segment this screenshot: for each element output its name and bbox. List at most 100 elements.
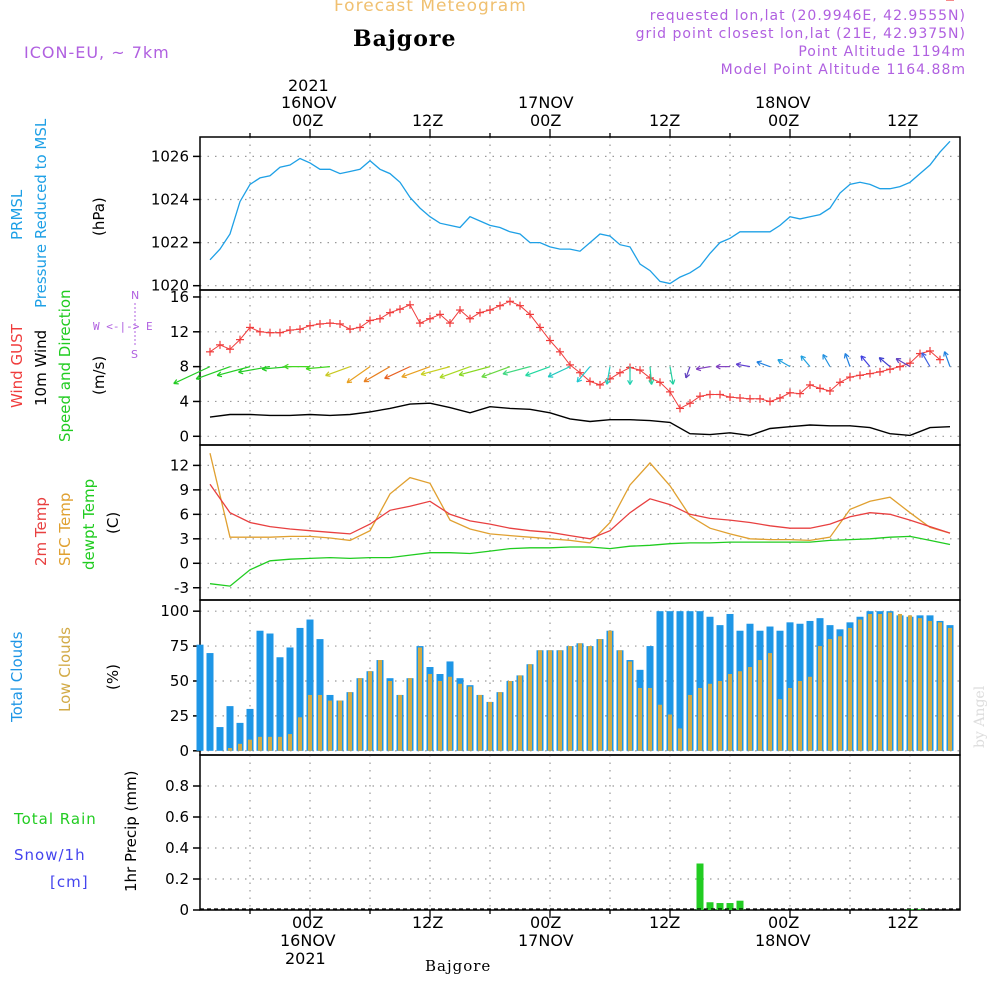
low-cloud-bar [288,734,292,751]
wind-arrow-head [822,353,828,358]
wind-direction-arrow [649,366,653,385]
y-tick-label: 75 [170,637,189,655]
low-cloud-bar [358,678,362,751]
compass-north-label: N [131,289,140,302]
low-cloud-bar [748,667,752,751]
y-tick-label: 1024 [151,190,189,208]
y-tick-label: 50 [170,672,189,690]
total-cloud-bar [656,611,664,751]
total-rain-label: Total Rain [14,810,97,828]
total-cloud-bar [196,644,204,751]
total-cloud-bar [286,647,294,751]
y-tick-label: 0.4 [165,839,189,857]
wind-direction-arrow [401,366,431,378]
wind-speed-line [209,402,951,437]
total-cloud-bar [296,627,304,751]
wind-direction-arrow [346,366,371,384]
low-cloud-bar [688,694,692,751]
wind-arrow-head [735,363,741,368]
wind-direction-arrow [895,358,911,368]
wind-direction-arrow [576,366,591,383]
wind-arrow-head [604,379,608,385]
wind-arrow-head [576,376,579,383]
low-cloud-bar [828,639,832,751]
bottom-hour-label: 00Z [292,913,324,932]
top-hour-label: 00Z [530,111,562,130]
low-cloud-bar [908,615,912,751]
wind-direction-arrow [943,351,951,367]
y-tick-label: 0.6 [165,808,189,826]
wind-direction-arrow [860,355,871,368]
grid-coords: grid point closest lon,lat (21E, 42.9375… [635,26,966,42]
dewpt-line [209,535,951,587]
wind-arrow-head [502,369,507,375]
rain-bar [906,909,914,911]
low-cloud-bar [298,717,302,751]
low-cloud-bar [678,728,682,751]
wind-arrow-head [672,379,676,385]
low-cloud-bar [228,748,232,751]
low-cloud-bar [668,714,672,751]
low-cloud-bar [598,639,602,751]
low-cloud-bar [918,618,922,751]
wind-direction-arrow [195,366,231,380]
wind-arrow-head [439,373,444,378]
bottom-hour-label: 12Z [412,913,444,932]
wind-arrow-head [217,374,223,378]
low-cloud-bar [728,674,732,751]
low-cloud-bar [848,627,852,751]
wind-arrow-head [695,365,701,370]
total-cloud-bar [256,630,264,751]
low-cloud-bar [588,646,592,751]
wind-direction-arrow [547,366,571,378]
low-cloud-bar [928,620,932,751]
total-cloud-bar [276,657,284,751]
y-tick-label: 12 [170,323,189,341]
low-cloud-bar [528,664,532,751]
bottom-day-16nov: 16NOV [280,931,336,950]
low-cloud-bar [758,660,762,751]
wind-direction-arrow [481,366,511,378]
low-cloud-bar [868,613,872,751]
rain-bar [706,902,714,910]
low-cloud-bar [268,736,272,751]
temp2m-line [209,483,951,540]
wind-direction-arrow [217,366,251,377]
rain-bar [716,903,724,910]
bottom-hour-label: 12Z [887,913,919,932]
wind-arrow-head [800,355,803,361]
total-cloud-bar [226,706,234,751]
wind-arrow-head [736,362,742,365]
gust-label: Wind GUST [8,324,26,408]
low-cloud-bar [768,653,772,751]
low-cloud-bar [238,743,242,751]
y-tick-label: 6 [179,505,189,523]
wind-arrow-head [651,379,655,385]
top-hour-label: 00Z [292,111,324,130]
low-cloud-bar [468,686,472,751]
hpa-unit-label: (hPa) [90,197,108,236]
panel-frame [199,754,961,911]
wind-arrow-head [481,372,486,378]
low-cloud-bar [948,627,952,751]
wind-direction-arrow [756,361,771,368]
wind-arrow-head [502,373,508,376]
y-tick-label: 100 [160,602,189,620]
wind-arrow-head [261,365,267,370]
low-cloud-bar [418,647,422,751]
low-cloud-bar [338,700,342,751]
total-cloud-bar [236,722,244,751]
wind-direction-arrow [921,352,931,367]
wind-arrow-head [195,374,200,380]
top-day-18nov: 18NOV [755,93,811,112]
location-title: Bajgore [353,26,457,52]
wind-arrow-head [844,353,850,358]
low-cloud-bar [718,680,722,751]
rain-bar [916,909,924,911]
speeddir-label: Speed and Direction [56,289,74,442]
sfc-temp-line [209,453,951,544]
wind10-label: 10m Wind [32,329,50,406]
y-tick-label: 1022 [151,234,189,252]
wind-arrow-head [238,368,243,373]
bottom-hour-label: 00Z [530,913,562,932]
